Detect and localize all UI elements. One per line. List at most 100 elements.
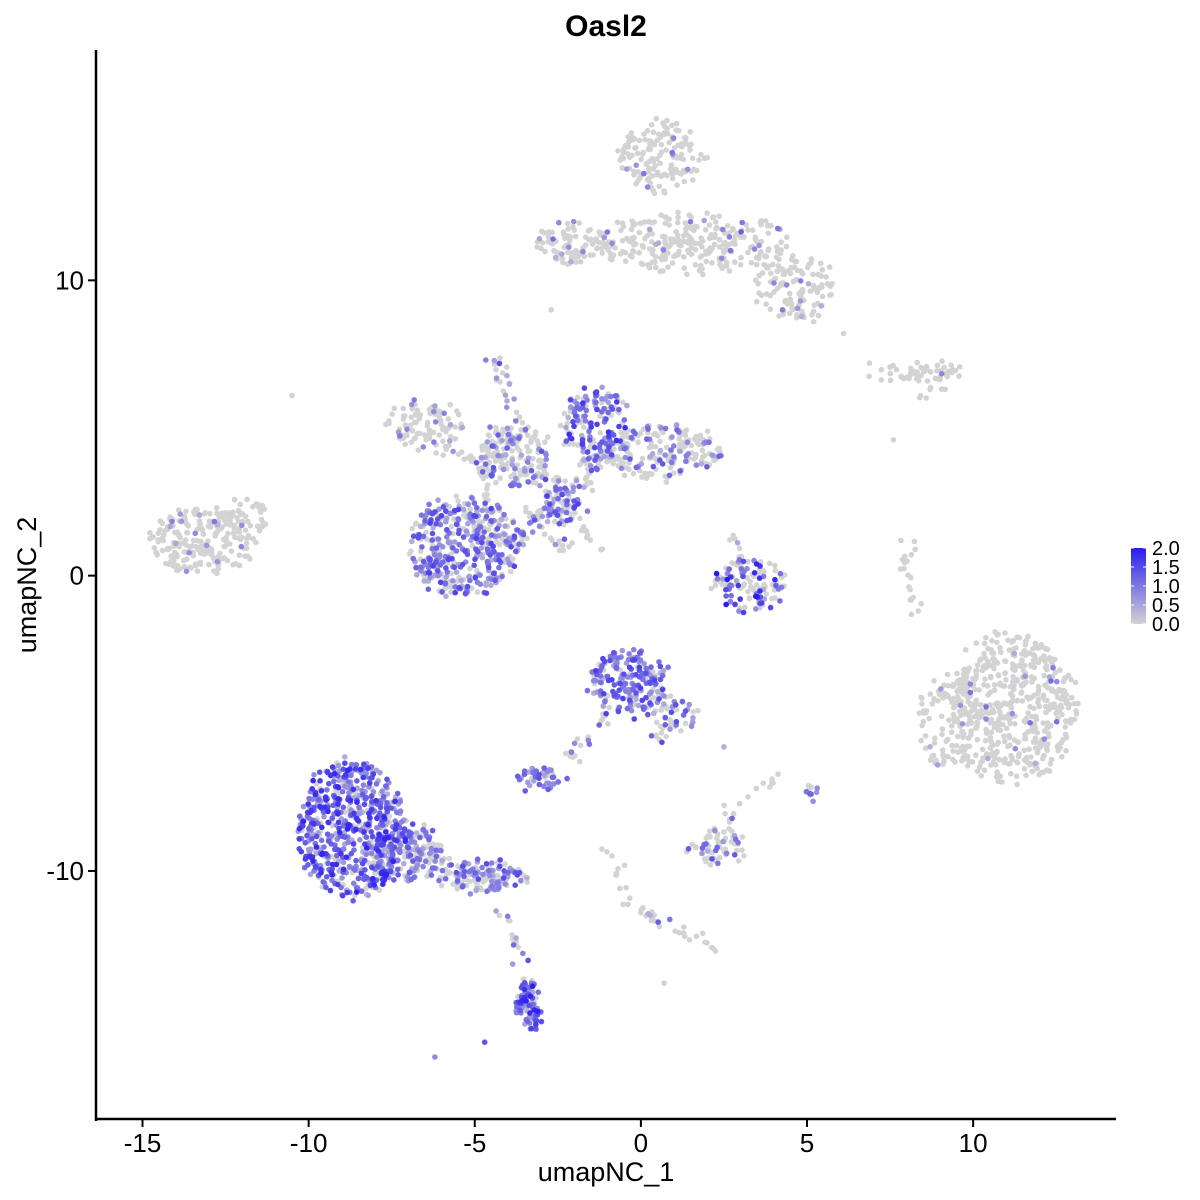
cell-point [690, 708, 696, 715]
cell-point-expressing [483, 513, 490, 520]
cell-point-expressing [436, 552, 443, 558]
cell-point [745, 588, 751, 595]
cell-point [919, 722, 925, 729]
cell-point-expressing [662, 714, 668, 721]
cell-point [641, 219, 648, 225]
cell-point-expressing [582, 413, 588, 419]
cell-point [902, 553, 908, 560]
cell-point-expressing [438, 847, 444, 854]
cell-point-expressing [455, 516, 461, 522]
cell-point [515, 944, 521, 950]
cell-point [426, 435, 433, 442]
cell-point-expressing [626, 651, 632, 657]
cell-point-expressing [538, 448, 545, 455]
cell-point-expressing [352, 766, 359, 772]
cell-point [663, 444, 670, 451]
cell-point-expressing [716, 453, 722, 460]
cell-point [663, 147, 669, 153]
cell-point [423, 529, 429, 536]
cell-point [815, 271, 821, 278]
cell-point [1021, 747, 1027, 754]
cell-point-expressing [392, 826, 399, 832]
cell-point [724, 223, 731, 229]
cell-point [666, 139, 672, 146]
cell-point [664, 117, 670, 124]
cell-point-expressing [726, 234, 733, 240]
cell-point-expressing [529, 529, 536, 535]
cell-point [764, 265, 770, 271]
cell-point [519, 419, 526, 426]
cell-point-expressing [325, 808, 331, 815]
cell-point [578, 527, 585, 534]
cell-point [669, 175, 676, 182]
cell-point [648, 122, 655, 128]
cell-point-expressing [610, 649, 617, 656]
cell-point-expressing [488, 532, 495, 538]
cell-point [965, 735, 972, 741]
cell-point [974, 736, 981, 743]
cell-point-expressing [729, 815, 735, 822]
cell-point [810, 308, 817, 315]
cell-point [622, 249, 628, 256]
cell-point [804, 264, 811, 271]
cell-point [1038, 769, 1045, 776]
cell-point [962, 752, 969, 759]
cell-point [1024, 759, 1030, 765]
cell-point-expressing [407, 852, 414, 858]
cell-point [695, 436, 701, 443]
cell-point-expressing [371, 882, 378, 888]
cell-point-expressing [177, 511, 184, 517]
cell-point [665, 250, 671, 256]
cell-point [184, 529, 191, 536]
cell-point-expressing [474, 856, 481, 862]
cell-point [787, 296, 793, 303]
cell-point [1057, 702, 1064, 709]
cell-point-expressing [521, 980, 528, 986]
cell-point-expressing [422, 858, 429, 865]
cell-point-expressing [475, 548, 481, 555]
cell-point-expressing [668, 447, 674, 453]
cell-point-expressing [1032, 760, 1039, 767]
cell-point [656, 923, 663, 930]
cell-point [495, 873, 502, 880]
cell-point [605, 721, 611, 727]
cell-point [939, 358, 945, 364]
cell-point-expressing [794, 305, 801, 312]
cell-point [1063, 747, 1069, 754]
cell-point [788, 300, 795, 307]
cell-point [696, 157, 702, 163]
cell-point-expressing [382, 836, 388, 842]
cell-point [153, 549, 159, 556]
cell-point [1008, 691, 1014, 698]
cell-point [1046, 768, 1053, 774]
cell-point [660, 120, 666, 126]
cell-point-expressing [541, 783, 547, 790]
cell-point-expressing [353, 889, 360, 895]
cell-point [599, 846, 605, 852]
cell-point-expressing [395, 872, 402, 878]
cell-point [966, 758, 972, 765]
cell-point-expressing [628, 707, 635, 714]
cell-point [231, 525, 238, 532]
cell-point [493, 366, 499, 373]
cell-point-expressing [355, 818, 362, 824]
cell-point-expressing [305, 801, 312, 807]
cell-point-expressing [592, 677, 599, 684]
cell-point [767, 784, 773, 790]
cell-point-expressing [456, 541, 463, 548]
cell-point [704, 940, 710, 946]
cell-point-expressing [397, 433, 403, 439]
cell-point [1008, 752, 1014, 759]
cell-point [659, 233, 666, 240]
cell-point-expressing [517, 1007, 523, 1013]
cell-point-expressing [669, 434, 675, 440]
cell-point [1038, 641, 1045, 648]
cell-point-expressing [510, 519, 516, 526]
cell-point [974, 662, 981, 668]
cell-point-expressing [363, 851, 369, 858]
cell-point [686, 143, 693, 149]
cell-point [443, 428, 449, 435]
cell-point [704, 210, 710, 216]
cell-point-expressing [392, 798, 398, 804]
